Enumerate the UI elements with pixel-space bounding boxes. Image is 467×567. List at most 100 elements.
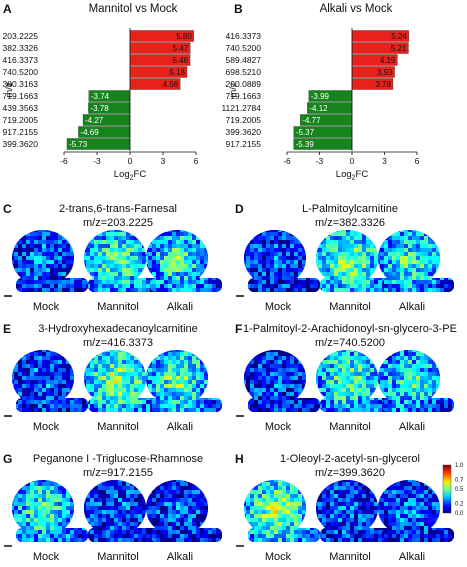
bar-value-label: 4.56: [163, 80, 179, 89]
condition-label: Mannitol: [97, 551, 139, 563]
tissue-image-mock: [244, 480, 320, 542]
colorbar-tick-label: 0.2: [455, 501, 464, 507]
condition-label: Mock: [265, 421, 292, 433]
category-label: 740.5200: [226, 43, 262, 53]
condition-label: Mock: [33, 421, 60, 433]
tissue-image-mock: [12, 480, 88, 542]
x-tick-label: 6: [194, 156, 199, 166]
bar-value-label: 4.19: [380, 56, 396, 65]
bar-value-label: 5.18: [169, 68, 185, 77]
category-label: 399.3620: [3, 139, 39, 149]
x-tick-label: -3: [93, 156, 101, 166]
mz-value: m/z=399.3620: [315, 467, 385, 479]
category-label: 917.2155: [226, 139, 262, 149]
tissue-image-alkali: [146, 230, 222, 292]
image-panel-d: D L-Palmitoylcarnitine m/z=382.3326 Mock Man…: [235, 202, 454, 313]
tissue-pixels: [244, 230, 320, 292]
colorbar-gradient: [442, 464, 452, 514]
chart-a-plot: 5.80 203.2225 5.47 382.3326 5.46 416.3373 5.18…: [3, 28, 199, 182]
compound-name: 1-Palmitoyl-2-Arachidonoyl-sn-glycero-3-…: [243, 323, 457, 335]
tissue-image-mock: [12, 350, 88, 412]
category-label: 719.1663: [3, 91, 39, 101]
condition-label: Mock: [265, 551, 292, 563]
category-label: 439.3563: [3, 103, 39, 113]
category-label: 200.0889: [226, 79, 262, 89]
chart-panel-b: B Alkali vs Mock 5.24 416.3373 5.21 740.520…: [221, 2, 419, 182]
condition-label: Mannitol: [329, 301, 371, 313]
panel-letter-b: B: [234, 2, 243, 16]
tissue-pixels: [146, 230, 222, 292]
x-axis-label: Log2FC: [336, 169, 369, 182]
tissue-pixels: [12, 480, 88, 542]
panel-letter: F: [235, 322, 242, 336]
category-label: 917.2155: [3, 127, 39, 137]
x-tick-label: 3: [382, 156, 387, 166]
bar-value-label: -4.27: [85, 116, 104, 125]
image-panel-h: H 1-Oleoyl-2-acetyl-sn-glycerol m/z=399.36…: [235, 452, 454, 563]
tissue-pixels: [378, 230, 454, 292]
bar-value-label: -3.99: [311, 92, 330, 101]
tissue-image-mock: [12, 230, 88, 292]
panel-letter: D: [235, 202, 244, 216]
panel-letter: C: [3, 202, 12, 216]
bar-value-label: 5.80: [176, 32, 192, 41]
mz-value: m/z=203.2225: [83, 217, 153, 229]
category-label: 399.3620: [226, 127, 262, 137]
y-axis-label: m/z: [228, 82, 239, 98]
condition-label: Alkali: [399, 551, 425, 563]
condition-label: Mock: [33, 551, 60, 563]
bar-value-label: -4.12: [309, 104, 328, 113]
compound-name: 1-Oleoyl-2-acetyl-sn-glycerol: [280, 453, 420, 465]
condition-label: Alkali: [399, 421, 425, 433]
condition-label: Mock: [265, 301, 292, 313]
ms-image-panels: C 2-trans,6-trans-Farnesal m/z=203.2225 Moc…: [3, 202, 457, 563]
category-label: 698.5210: [226, 67, 262, 77]
x-axis-label: Log2FC: [114, 169, 147, 182]
compound-name: L-Palmitoylcarnitine: [302, 203, 398, 215]
compound-name: 3-Hydroxyhexadecanoylcarnitine: [38, 323, 198, 335]
x-tick-label: -6: [283, 156, 291, 166]
tissue-pixels: [244, 350, 320, 412]
x-tick-label: 3: [161, 156, 166, 166]
panel-letter: H: [235, 452, 244, 466]
condition-label: Mannitol: [97, 301, 139, 313]
mz-value: m/z=917.2155: [83, 467, 153, 479]
colorbar-tick-label: 0.7: [455, 477, 464, 483]
panel-letter: G: [3, 452, 12, 466]
colorbar-tick-label: 0.5: [455, 487, 464, 493]
category-label: 416.3373: [3, 55, 39, 65]
compound-name: Peganone I -Triglucose-Rhamnose: [33, 453, 203, 465]
x-tick-label: 0: [128, 156, 133, 166]
tissue-image-mock: [244, 230, 320, 292]
category-label: 589.4827: [226, 55, 262, 65]
tissue-pixels: [378, 350, 454, 412]
image-panel-c: C 2-trans,6-trans-Farnesal m/z=203.2225 Moc…: [3, 202, 222, 313]
image-panel-g: G Peganone I -Triglucose-Rhamnose m/z=917.…: [3, 452, 222, 563]
bar-value-label: -5.73: [69, 140, 88, 149]
category-label: 719.2005: [3, 115, 39, 125]
tissue-pixels: [146, 350, 222, 412]
y-axis-label: m/z: [4, 82, 15, 98]
colorbar-ticks: 1.0 0.7 0.5 0.2 0.0: [455, 463, 464, 517]
tissue-image-alkali: [146, 480, 222, 542]
bar-value-label: -5.37: [296, 128, 315, 137]
bar-value-label: -3.78: [90, 104, 109, 113]
mz-value: m/z=740.5200: [315, 337, 385, 349]
bar-value-label: 5.24: [391, 32, 407, 41]
tissue-image-alkali: [146, 350, 222, 412]
bar-value-label: 3.78: [375, 80, 391, 89]
colorbar: 1.0 0.7 0.5 0.2 0.0: [442, 463, 464, 517]
panel-letter: E: [3, 322, 11, 336]
category-label: 1121.2784: [221, 103, 261, 113]
bar-value-label: 5.21: [391, 44, 407, 53]
condition-label: Mannitol: [329, 551, 371, 563]
category-label: 719.2005: [226, 115, 262, 125]
x-tick-label: -3: [316, 156, 324, 166]
tissue-pixels: [146, 480, 222, 542]
condition-label: Mannitol: [329, 421, 371, 433]
x-tick-label: 0: [350, 156, 355, 166]
category-label: 740.5200: [3, 67, 39, 77]
image-panel-e: E 3-Hydroxyhexadecanoylcarnitine m/z=416.3…: [3, 322, 222, 433]
category-label: 719.1663: [226, 91, 262, 101]
